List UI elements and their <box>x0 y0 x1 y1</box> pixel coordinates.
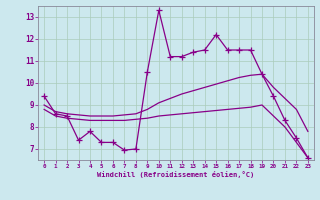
X-axis label: Windchill (Refroidissement éolien,°C): Windchill (Refroidissement éolien,°C) <box>97 171 255 178</box>
